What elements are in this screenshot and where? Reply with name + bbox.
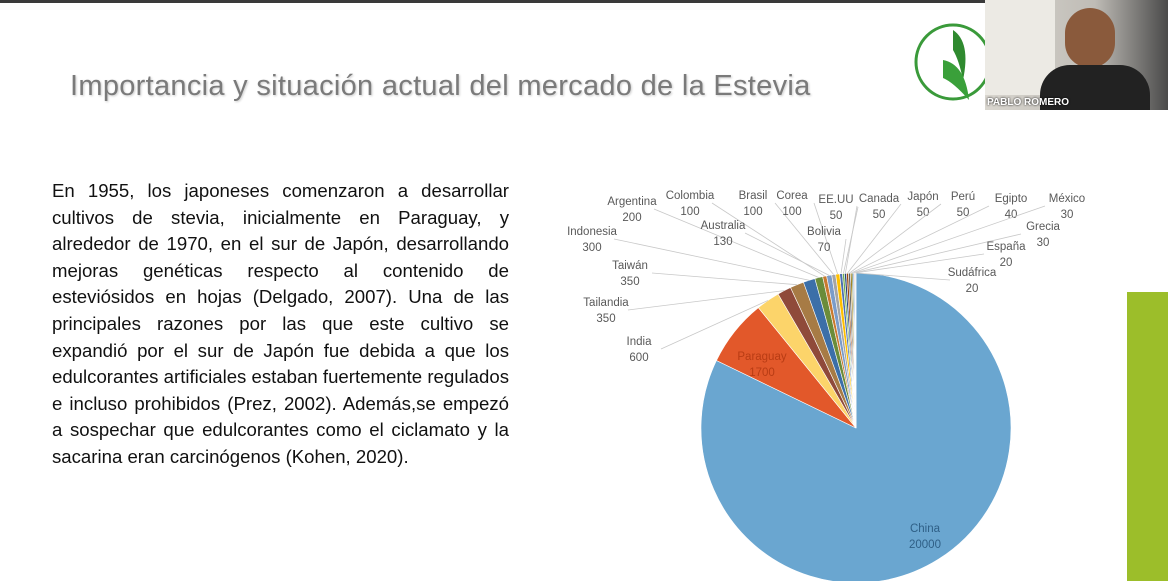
presenter-name: PABLO ROMERO bbox=[987, 97, 1070, 108]
slice-label: India bbox=[627, 336, 653, 348]
slice-value: 100 bbox=[743, 206, 762, 218]
leader-line bbox=[854, 253, 985, 274]
leader-line bbox=[653, 208, 819, 278]
leader-line bbox=[852, 205, 1046, 274]
leader-line bbox=[853, 233, 1022, 274]
accent-bar bbox=[1127, 292, 1168, 581]
logo bbox=[914, 23, 992, 101]
pie-chart: China 20000 Paraguay 1700 India 600 Tailandia 3… bbox=[567, 190, 1085, 581]
leader-line bbox=[849, 203, 942, 274]
person-body bbox=[1040, 65, 1150, 110]
slice-label: Grecia bbox=[1026, 221, 1060, 233]
leader-line bbox=[774, 202, 834, 275]
slice-label: Tailandia bbox=[583, 297, 629, 309]
slice-label: Perú bbox=[951, 191, 975, 203]
leader-line bbox=[660, 300, 769, 350]
leader-line bbox=[744, 232, 830, 276]
slice-label: Japón bbox=[907, 191, 938, 203]
slice-value: 130 bbox=[713, 236, 732, 248]
leader-line bbox=[813, 202, 839, 275]
person bbox=[1065, 8, 1115, 68]
slice-label: Indonesia bbox=[567, 226, 617, 238]
pie-slice bbox=[700, 272, 1012, 581]
slide-title: Importancia y situación actual del merca… bbox=[70, 70, 811, 102]
slice-label: Colombia bbox=[666, 190, 715, 202]
leader-line bbox=[627, 290, 785, 311]
slice-value: 20 bbox=[1000, 257, 1013, 269]
slice-label: Corea bbox=[776, 190, 808, 202]
slice-value: 200 bbox=[622, 212, 641, 224]
webcam: PABLO ROMERO bbox=[985, 0, 1168, 110]
slice-value: 70 bbox=[818, 242, 831, 254]
slice-value: 20 bbox=[966, 283, 979, 295]
leader-line bbox=[847, 203, 902, 274]
slice-value: 100 bbox=[680, 206, 699, 218]
slide-body: En 1955, los japoneses comenzaron a desa… bbox=[52, 180, 509, 467]
slice-label: Brasil bbox=[739, 190, 768, 202]
slice-value: 350 bbox=[620, 276, 639, 288]
slice-value: 30 bbox=[1037, 237, 1050, 249]
slice-label: EE.UU bbox=[818, 194, 853, 206]
leader-line bbox=[855, 272, 951, 281]
slice-label: Canada bbox=[859, 193, 900, 205]
slice-label: Sudáfrica bbox=[948, 267, 997, 279]
slice-label: Paraguay bbox=[737, 351, 786, 363]
top-bar bbox=[0, 0, 1168, 3]
slice-value: 50 bbox=[917, 207, 930, 219]
leader-line bbox=[845, 205, 858, 274]
leader-line bbox=[613, 238, 810, 281]
slice-value: 50 bbox=[873, 209, 886, 221]
slice-value: 600 bbox=[629, 352, 648, 364]
leader-line bbox=[651, 272, 797, 286]
slice-value: 50 bbox=[830, 210, 843, 222]
slice-label: España bbox=[986, 241, 1026, 253]
slice-label: Argentina bbox=[607, 196, 657, 208]
slice-label: Bolivia bbox=[807, 226, 841, 238]
slice-value: 350 bbox=[596, 313, 615, 325]
slice-value: 40 bbox=[1005, 209, 1018, 221]
slice-value: 50 bbox=[957, 207, 970, 219]
slice-value: 300 bbox=[582, 242, 601, 254]
leader-line bbox=[840, 238, 847, 274]
slice-label: México bbox=[1049, 193, 1085, 205]
leader-line bbox=[851, 205, 990, 274]
slice-label: Egipto bbox=[995, 193, 1028, 205]
slice-value: 20000 bbox=[909, 539, 941, 551]
slice-label: Australia bbox=[701, 220, 746, 232]
slice-value: 30 bbox=[1061, 209, 1074, 221]
slice-value: 100 bbox=[782, 206, 801, 218]
slice-value: 1700 bbox=[749, 367, 775, 379]
slice-label: Taiwán bbox=[612, 260, 648, 272]
slice-label: China bbox=[910, 523, 941, 535]
